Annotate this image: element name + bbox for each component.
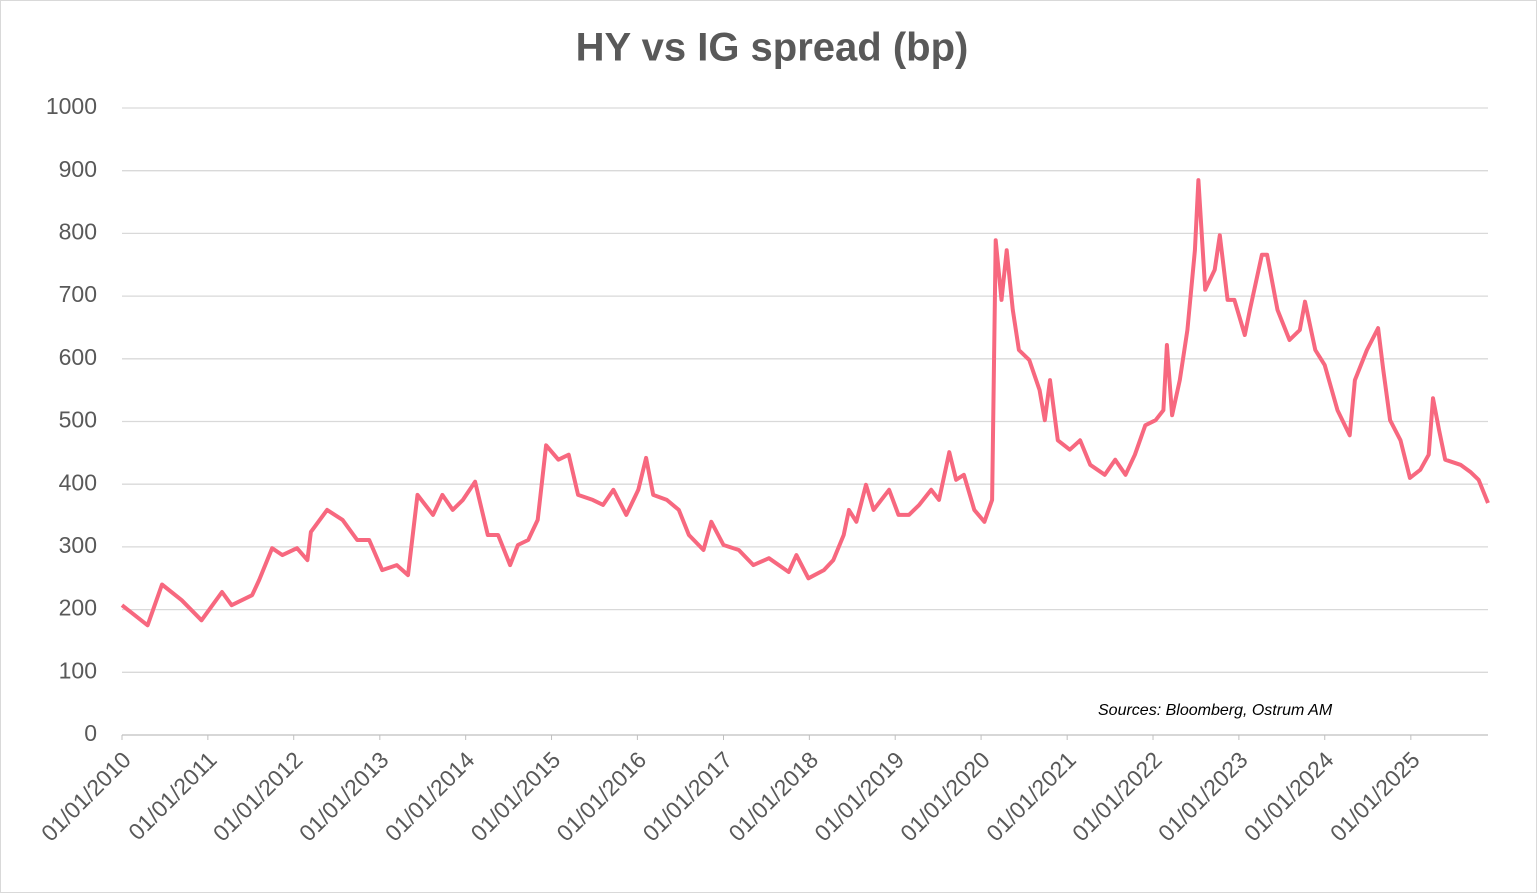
chart-title: HY vs IG spread (bp) <box>576 26 969 70</box>
y-tick-label: 0 <box>84 720 97 746</box>
y-tick-label: 600 <box>59 344 97 370</box>
data-line <box>120 178 1490 628</box>
y-tick-label: 500 <box>59 407 97 433</box>
y-tick-label: 1000 <box>46 93 97 119</box>
annotation: Sources: Bloomberg, Ostrum AM <box>1098 702 1333 719</box>
y-tick-label: 700 <box>59 281 97 307</box>
y-tick-label: 400 <box>59 469 97 495</box>
y-tick-label: 800 <box>59 218 97 244</box>
y-tick-label: 200 <box>59 595 97 621</box>
y-tick-label: 900 <box>59 156 97 182</box>
y-tick-label: 100 <box>59 657 97 683</box>
y-tick-label: 300 <box>59 532 97 558</box>
